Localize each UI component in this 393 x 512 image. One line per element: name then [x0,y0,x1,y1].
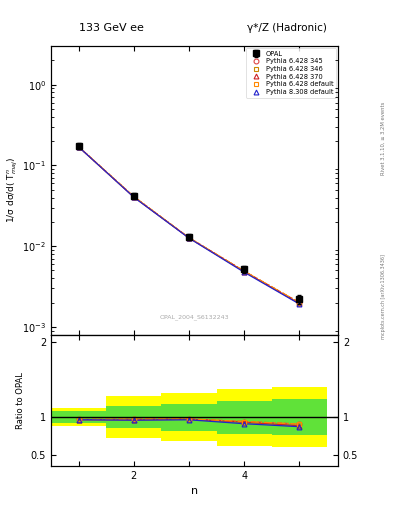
Pythia 8.308 default [187,235,191,241]
Text: 133 GeV ee: 133 GeV ee [79,23,143,33]
Y-axis label: 1/σ dσ/d( T$_{maj}^{n}$): 1/σ dσ/d( T$_{maj}^{n}$) [6,157,20,223]
Pythia 6.428 370 [132,194,136,200]
Pythia 6.428 345 [187,234,191,241]
Legend: OPAL, Pythia 6.428 345, Pythia 6.428 346, Pythia 6.428 370, Pythia 6.428 default: OPAL, Pythia 6.428 345, Pythia 6.428 346… [246,48,336,98]
Y-axis label: Ratio to OPAL: Ratio to OPAL [16,372,25,429]
Pythia 6.428 346 [132,194,136,200]
Pythia 6.428 346 [187,234,191,241]
Pythia 6.428 default [242,268,246,274]
Pythia 6.428 default [297,300,302,306]
Pythia 6.428 345 [132,194,136,200]
Text: OPAL_2004_S6132243: OPAL_2004_S6132243 [160,314,230,321]
Pythia 6.428 370 [297,301,302,307]
Pythia 6.428 370 [76,144,81,150]
Pythia 6.428 370 [187,235,191,241]
Line: Pythia 6.428 346: Pythia 6.428 346 [76,144,302,305]
Pythia 6.428 345 [76,144,81,150]
Pythia 6.428 default [76,144,81,150]
Pythia 8.308 default [242,269,246,275]
Text: mcplots.cern.ch [arXiv:1306.3436]: mcplots.cern.ch [arXiv:1306.3436] [381,254,386,339]
Line: Pythia 6.428 370: Pythia 6.428 370 [76,144,302,306]
Pythia 8.308 default [297,301,302,307]
Pythia 6.428 370 [242,268,246,274]
Pythia 6.428 346 [76,144,81,150]
Text: γ*/Z (Hadronic): γ*/Z (Hadronic) [247,23,327,33]
X-axis label: n: n [191,486,198,496]
Pythia 6.428 346 [242,268,246,274]
Pythia 6.428 346 [297,300,302,306]
Pythia 6.428 default [187,234,191,241]
Pythia 8.308 default [132,194,136,200]
Pythia 6.428 345 [242,268,246,274]
Pythia 8.308 default [76,144,81,150]
Pythia 6.428 345 [297,300,302,306]
Line: Pythia 6.428 345: Pythia 6.428 345 [76,144,302,305]
Text: Rivet 3.1.10, ≥ 3.2M events: Rivet 3.1.10, ≥ 3.2M events [381,101,386,175]
Line: Pythia 6.428 default: Pythia 6.428 default [76,144,302,305]
Pythia 6.428 default [132,194,136,200]
Line: Pythia 8.308 default: Pythia 8.308 default [76,144,302,307]
